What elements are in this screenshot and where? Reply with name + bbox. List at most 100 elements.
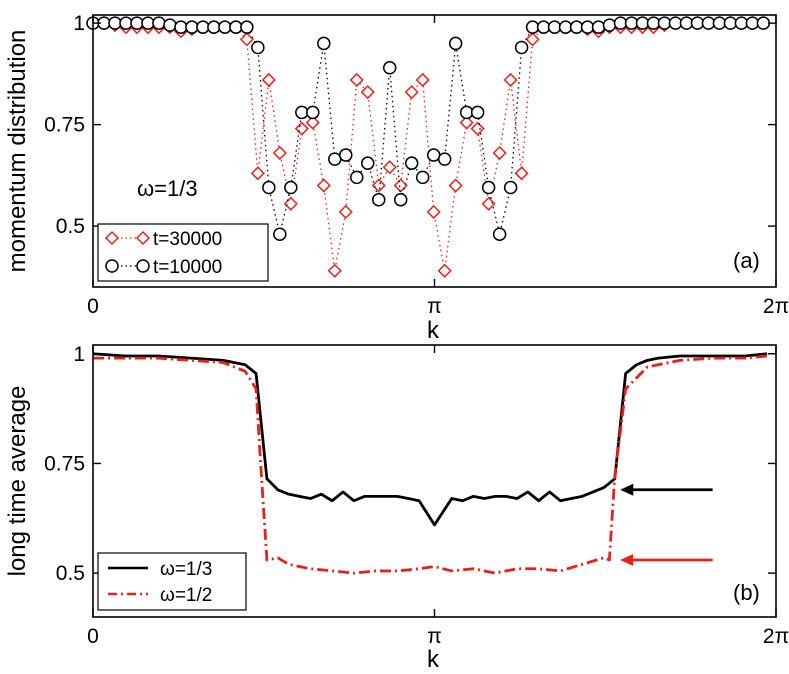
y-tick-label: 0.75	[44, 452, 85, 475]
data-point-circle	[536, 20, 551, 34]
data-point-diamond	[415, 72, 430, 88]
data-point-circle	[185, 20, 199, 34]
data-point-circle	[328, 152, 342, 166]
data-point-circle	[734, 16, 749, 30]
data-point-circle	[295, 105, 309, 120]
data-point-diamond	[360, 85, 375, 100]
panel-b: 0 π 2π 0.5 0.75 1 (b) long time average k ω=1…	[4, 343, 789, 673]
data-point-circle	[393, 192, 408, 207]
data-point-circle	[240, 20, 254, 34]
series-line-1-0	[92, 352, 768, 527]
series-line-1-1	[93, 354, 768, 575]
panel-b-ticks: 0 π 2π 0.5 0.75 1	[44, 343, 789, 648]
panel-a-label: (a)	[733, 248, 760, 273]
data-point-circle	[756, 16, 771, 30]
data-point-circle	[218, 20, 232, 34]
x-tick-label: π	[427, 295, 442, 318]
panel-b-xlabel: k	[427, 646, 440, 673]
data-point-circle	[602, 18, 617, 32]
y-tick-label: 0.75	[44, 114, 85, 137]
y-tick-label: 0.5	[56, 215, 85, 238]
legend-series-1-label: t=30000	[153, 229, 222, 250]
data-point-circle	[635, 16, 650, 30]
data-point-diamond	[492, 145, 507, 161]
x-tick-label: 0	[87, 625, 99, 648]
data-point-circle	[679, 16, 694, 30]
panel-b-data-layer	[92, 352, 768, 575]
panel-a-ticks: 0 π 2π 0.5 0.75 1	[44, 12, 789, 318]
legend-diamond-marker-left	[104, 230, 120, 246]
data-point-diamond	[393, 178, 408, 193]
data-point-diamond	[481, 196, 496, 211]
data-point-circle	[624, 16, 639, 30]
data-point-diamond	[470, 121, 485, 136]
series-line-0-0	[93, 22, 764, 272]
data-point-circle	[646, 16, 661, 30]
panel-a-legend: t=30000 t=10000	[97, 223, 269, 282]
data-point-circle	[207, 20, 221, 34]
panel-b-ylabel: long time average	[4, 386, 31, 577]
y-tick-label: 1	[73, 12, 85, 35]
data-point-circle	[382, 61, 397, 75]
data-point-circle	[404, 156, 419, 170]
data-point-circle	[152, 16, 166, 30]
x-tick-label: 2π	[763, 295, 789, 318]
arrow-head-icon	[620, 553, 634, 566]
panel-b-legend: ω=1/3 ω=1/2	[97, 552, 247, 611]
x-tick-label: 2π	[763, 625, 789, 648]
data-point-circle	[437, 152, 452, 166]
data-point-circle	[470, 105, 485, 120]
data-point-diamond	[316, 178, 331, 193]
data-point-diamond	[283, 196, 298, 211]
data-point-circle	[591, 20, 606, 34]
panel-a-data-layer	[85, 16, 771, 278]
data-point-circle	[547, 20, 562, 34]
data-point-circle	[108, 16, 122, 30]
data-point-diamond	[437, 263, 452, 278]
data-point-circle	[503, 180, 518, 195]
data-point-circle	[273, 227, 287, 241]
data-point-circle	[514, 40, 529, 55]
data-point-circle	[229, 20, 243, 34]
data-point-circle	[119, 16, 133, 30]
data-point-circle	[492, 227, 507, 241]
data-point-diamond	[327, 263, 342, 278]
data-point-circle	[141, 16, 155, 30]
data-point-diamond	[514, 166, 529, 181]
data-point-circle	[339, 148, 353, 162]
arrow-head-icon	[620, 483, 634, 496]
data-point-circle	[558, 20, 573, 34]
data-point-circle	[130, 16, 144, 30]
y-tick-label: 0.5	[56, 562, 85, 585]
data-point-diamond	[338, 204, 353, 219]
panel-a-legend-box	[97, 223, 269, 282]
panel-a-annotation: ω=1/3	[137, 176, 198, 201]
legend-series-2-label: t=10000	[153, 257, 222, 278]
data-point-circle	[569, 20, 584, 34]
data-point-circle	[701, 16, 716, 30]
panel-a: 0 π 2π 0.5 0.75 1 ω=1/3 (a) momentum distribu…	[4, 12, 789, 344]
panel-b-legend-box	[97, 552, 247, 611]
data-point-circle	[459, 105, 474, 120]
data-point-diamond	[503, 72, 518, 88]
panel-b-label: (b)	[733, 580, 760, 605]
data-point-circle	[262, 180, 276, 195]
data-point-circle	[426, 148, 441, 162]
x-tick-label: π	[427, 625, 442, 648]
data-point-circle	[251, 40, 265, 55]
data-point-diamond	[525, 32, 540, 47]
data-point-circle	[723, 16, 738, 30]
data-point-circle	[306, 105, 320, 120]
data-point-diamond	[294, 121, 309, 136]
data-point-circle	[657, 16, 672, 30]
data-point-circle	[525, 20, 540, 34]
data-point-diamond	[261, 72, 276, 88]
data-point-circle	[284, 180, 298, 195]
data-point-circle	[712, 16, 727, 30]
data-point-diamond	[382, 160, 397, 175]
data-point-circle	[371, 192, 386, 207]
data-point-circle	[668, 16, 683, 30]
data-point-circle	[690, 16, 705, 30]
data-point-circle	[481, 180, 496, 195]
